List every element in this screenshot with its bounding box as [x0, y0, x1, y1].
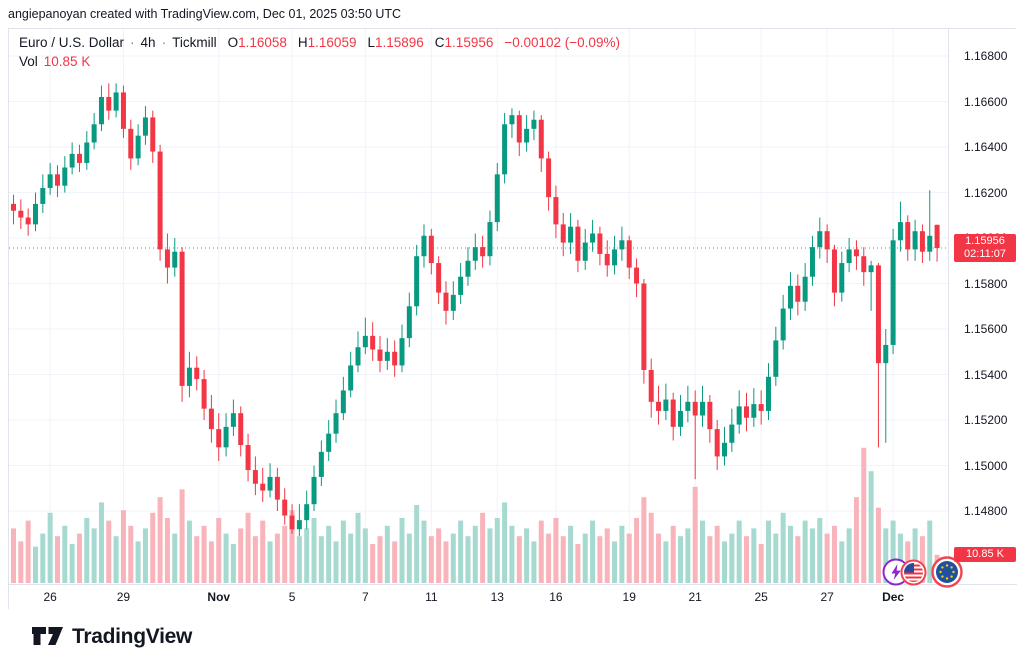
time-tick-label: Dec — [882, 590, 905, 604]
bar-countdown: 02:11:07 — [963, 248, 1006, 261]
legend-separator: · — [161, 35, 167, 50]
symbol-name[interactable]: Euro / U.S. Dollar — [19, 35, 125, 50]
tradingview-logo-mark-icon — [32, 627, 63, 645]
time-tick-label: 25 — [754, 590, 768, 604]
eu-flag-event-icon[interactable] — [931, 556, 963, 588]
time-tick-label: 27 — [820, 590, 834, 604]
time-tick-label: Nov — [207, 590, 231, 604]
price-tick-label: 1.16400 — [964, 140, 1008, 155]
chart-widget: Euro / U.S. Dollar · 4h · Tickmill O1.16… — [8, 28, 1017, 609]
us-flag-event-icon[interactable] — [900, 559, 927, 586]
time-tick-label: 7 — [361, 590, 369, 604]
change-value: −0.00102 (−0.09%) — [504, 35, 620, 50]
ohlc-high: H1.16059 — [297, 35, 357, 50]
time-tick-label: 26 — [43, 590, 57, 604]
time-tick-label: 13 — [490, 590, 504, 604]
ohlc-open: O1.16058 — [227, 35, 287, 50]
time-tick-label: 29 — [116, 590, 131, 604]
chart-legend: Euro / U.S. Dollar · 4h · Tickmill O1.16… — [19, 34, 620, 72]
time-tick-label: 16 — [549, 590, 563, 604]
price-tick-label: 1.16600 — [964, 94, 1008, 109]
tradingview-logo[interactable]: TradingView — [32, 622, 192, 652]
price-tick-label: 1.15000 — [964, 458, 1008, 473]
time-tick-label: 5 — [288, 590, 296, 604]
price-tick-label: 1.15200 — [964, 413, 1008, 428]
price-tick-label: 1.15600 — [964, 322, 1008, 337]
last-volume-value: 10.85 K — [966, 547, 1004, 560]
price-chart[interactable] — [9, 29, 948, 584]
price-tick-label: 1.16200 — [964, 185, 1008, 200]
last-price-badge: 1.15956 02:11:07 — [954, 234, 1016, 263]
time-tick-label: 21 — [688, 590, 702, 604]
symbol-row: Euro / U.S. Dollar · 4h · Tickmill O1.16… — [19, 34, 620, 51]
time-scale[interactable]: 26 29 Nov 5 7 11 13 16 19 21 25 27 Dec — [9, 584, 1017, 609]
ohlc-close: C1.15956 — [434, 35, 494, 50]
broker-name: Tickmill — [172, 35, 217, 50]
time-tick-label: 19 — [622, 590, 636, 604]
price-tick-label: 1.15400 — [964, 367, 1008, 382]
price-tick-label: 1.14800 — [964, 504, 1008, 519]
event-markers — [879, 555, 969, 589]
last-volume-badge: 10.85 K — [954, 546, 1016, 562]
high-value: 1.16059 — [307, 35, 357, 50]
legend-separator: · — [130, 35, 135, 50]
ohlc-low: L1.15896 — [367, 35, 424, 50]
low-value: 1.15896 — [374, 35, 424, 50]
open-value: 1.16058 — [238, 35, 287, 50]
price-scale[interactable]: 1.15956 02:11:07 10.85 K 1.16800 1.16600 1… — [948, 29, 1017, 584]
volume-row: Vol 10.85 K — [19, 53, 620, 70]
price-tick-label: 1.15800 — [964, 276, 1008, 291]
volume-label: Vol — [19, 54, 38, 69]
interval-value[interactable]: 4h — [140, 35, 156, 50]
candlestick-plot[interactable] — [9, 29, 948, 584]
close-value: 1.15956 — [444, 35, 494, 50]
attribution-text: angiepanoyan created with TradingView.co… — [8, 7, 402, 21]
last-price-value: 1.15956 — [965, 235, 1005, 248]
tradingview-logo-text: TradingView — [72, 625, 193, 648]
time-tick-label: 11 — [425, 590, 438, 604]
price-tick-label: 1.16800 — [964, 49, 1008, 64]
volume-value: 10.85 K — [43, 54, 91, 69]
